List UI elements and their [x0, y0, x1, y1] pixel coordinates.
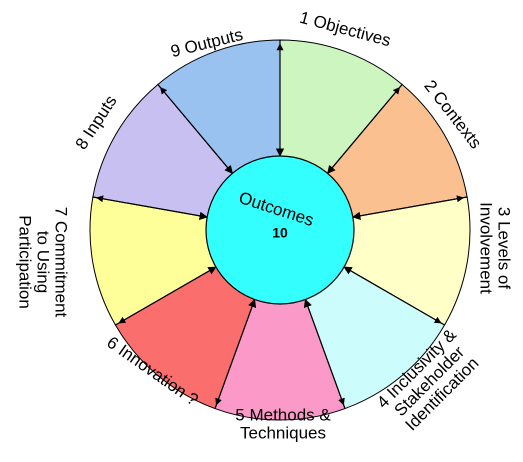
arrow [343, 266, 445, 326]
segment [214, 228, 346, 421]
center-circle [205, 155, 355, 305]
label-line: Involvement [477, 202, 496, 294]
center-number: 10 [272, 225, 288, 241]
arrow [327, 84, 403, 174]
arrow [352, 196, 468, 220]
label-line: 3 Levels of [495, 207, 514, 289]
label-line: 5 Methods & [235, 405, 331, 424]
arrow [214, 298, 257, 409]
arrow [303, 298, 346, 409]
label-line: to Using [34, 231, 53, 293]
label-line: Participation [16, 215, 35, 309]
arrow [157, 84, 233, 174]
arrow [115, 266, 217, 326]
label-line: Techniques [240, 423, 326, 442]
label-line: 7 Commitment [52, 207, 71, 318]
arrow [92, 196, 208, 220]
segment-label: 5 Methods &Techniques [235, 405, 331, 442]
